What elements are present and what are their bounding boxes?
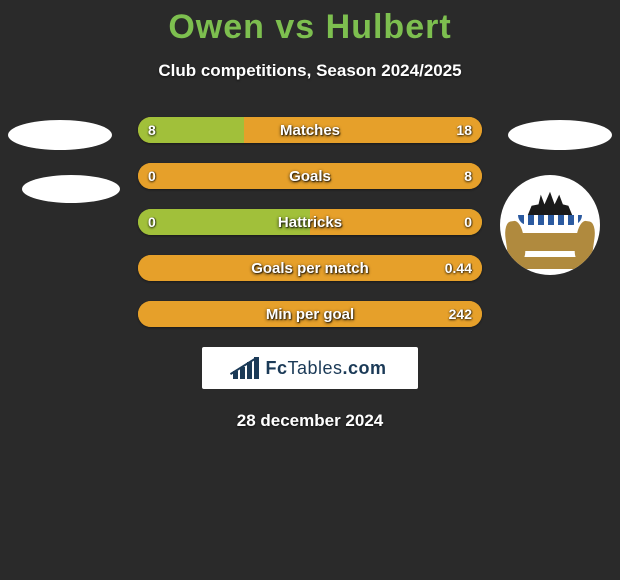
stat-label: Min per goal — [138, 301, 482, 327]
logo-text: FcTables.com — [265, 358, 386, 379]
vs-text: vs — [275, 8, 315, 46]
date-text: 28 december 2024 — [0, 411, 620, 431]
stat-bar: 00Hattricks — [138, 209, 482, 235]
logo-main: Tables — [287, 358, 342, 378]
bar-chart-icon — [233, 357, 259, 379]
stat-bar: 242Min per goal — [138, 301, 482, 327]
stat-label: Goals per match — [138, 255, 482, 281]
player1-name: Owen — [168, 8, 265, 46]
stat-bar: 818Matches — [138, 117, 482, 143]
stat-bars: 818Matches 08Goals 00Hattricks 0.44Goals pe… — [138, 117, 482, 327]
logo-prefix: Fc — [265, 358, 287, 378]
stat-label: Matches — [138, 117, 482, 143]
player2-name: Hulbert — [326, 8, 452, 46]
subtitle: Club competitions, Season 2024/2025 — [0, 61, 620, 81]
stats-panel: 818Matches 08Goals 00Hattricks 0.44Goals pe… — [0, 117, 620, 431]
comparison-title: Owen vs Hulbert — [0, 0, 620, 47]
stat-bar: 0.44Goals per match — [138, 255, 482, 281]
stat-label: Goals — [138, 163, 482, 189]
stat-label: Hattricks — [138, 209, 482, 235]
logo-suffix: .com — [343, 358, 387, 378]
fctables-logo: FcTables.com — [202, 347, 418, 389]
stat-bar: 08Goals — [138, 163, 482, 189]
